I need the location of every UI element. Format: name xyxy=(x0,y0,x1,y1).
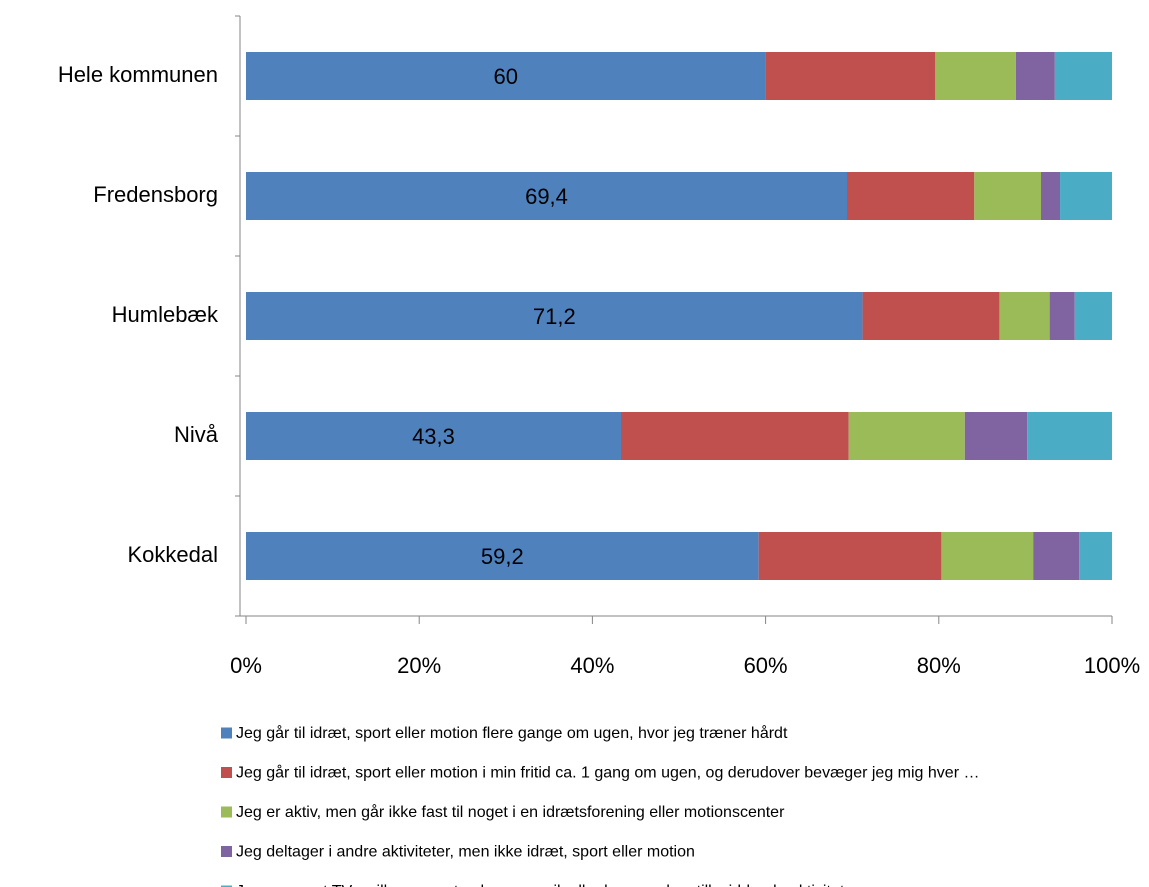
bar-segment xyxy=(246,52,766,100)
x-tick-label: 40% xyxy=(570,653,614,678)
y-tick-label: Nivå xyxy=(174,422,219,447)
bar-segment xyxy=(974,172,1041,220)
data-label: 43,3 xyxy=(412,424,455,449)
y-tick-label: Humlebæk xyxy=(112,302,219,327)
legend-label: Jeg er aktiv, men går ikke fast til noge… xyxy=(236,803,785,821)
y-tick-label: Hele kommunen xyxy=(58,62,218,87)
data-label: 69,4 xyxy=(525,184,568,209)
bar-segment xyxy=(935,52,1016,100)
bar-segment xyxy=(758,532,942,580)
legend-swatch xyxy=(221,727,232,739)
bar-segment xyxy=(620,412,849,460)
bar-segment xyxy=(246,172,848,220)
bar-segment xyxy=(847,172,975,220)
bar-segment xyxy=(765,52,936,100)
bar-segment xyxy=(1027,412,1112,460)
x-tick-label: 100% xyxy=(1084,653,1140,678)
legend-label: Jeg deltager i andre aktiviteter, men ik… xyxy=(236,844,695,861)
bar-segment xyxy=(862,292,1000,340)
legend-swatch xyxy=(221,806,232,818)
x-tick-label: 20% xyxy=(397,653,441,678)
bar-segment xyxy=(1060,172,1112,220)
x-tick-label: 60% xyxy=(744,653,788,678)
legend-label: Jeg ser mest TV, spiller computer, hører… xyxy=(236,883,859,887)
data-label: 60 xyxy=(494,64,518,89)
bar-segment xyxy=(848,412,965,460)
bar-segment xyxy=(1054,52,1112,100)
bar-segment xyxy=(1074,292,1112,340)
bar-segment xyxy=(964,412,1028,460)
legend-swatch xyxy=(221,885,232,887)
legend-swatch xyxy=(221,846,232,857)
y-tick-label: Fredensborg xyxy=(93,182,218,207)
bar-segment xyxy=(999,292,1050,340)
bar-segment xyxy=(1040,172,1061,220)
legend-label: Jeg går til idræt, sport eller motion fl… xyxy=(236,724,788,742)
y-tick-label: Kokkedal xyxy=(127,542,218,567)
bar-segment xyxy=(941,532,1034,580)
data-label: 71,2 xyxy=(533,304,576,329)
bar-segment xyxy=(246,412,621,460)
bar-segment xyxy=(246,532,759,580)
legend-label: Jeg går til idræt, sport eller motion i … xyxy=(236,764,979,782)
bar-segment xyxy=(246,292,863,340)
legend-swatch xyxy=(221,767,232,778)
bar-segment xyxy=(1033,532,1080,580)
bar-segment xyxy=(1015,52,1055,100)
x-tick-label: 80% xyxy=(917,653,961,678)
data-label: 59,2 xyxy=(481,544,524,569)
x-tick-label: 0% xyxy=(230,653,262,678)
bar-segment xyxy=(1049,292,1075,340)
bar-segment xyxy=(1079,532,1112,580)
